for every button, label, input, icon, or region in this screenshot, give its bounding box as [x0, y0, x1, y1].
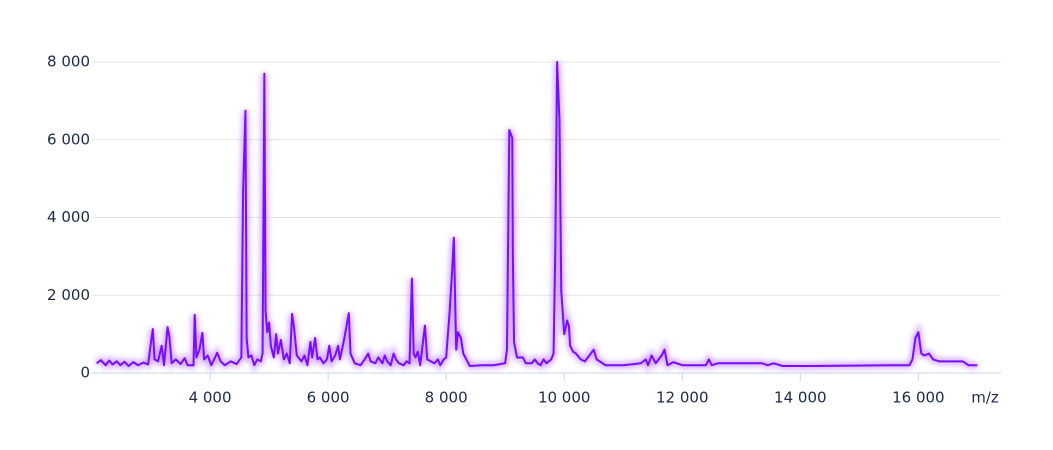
- x-tick-label: 16 000: [892, 389, 945, 407]
- x-tick-label: 6 000: [307, 389, 350, 407]
- x-tick-label: 12 000: [656, 389, 709, 407]
- y-tick-label: 4 000: [47, 208, 90, 226]
- y-tick-label: 8 000: [47, 53, 90, 71]
- y-tick-label: 6 000: [47, 130, 90, 148]
- x-axis-title: m/z: [971, 389, 999, 407]
- x-tick-label: 8 000: [425, 389, 468, 407]
- x-tick-label: 14 000: [774, 389, 827, 407]
- x-tick-label: 4 000: [189, 389, 232, 407]
- y-tick-label: 2 000: [47, 286, 90, 304]
- y-tick-label: 0: [80, 364, 90, 382]
- x-tick-label: 10 000: [538, 389, 591, 407]
- line: [96, 61, 978, 367]
- line-glow: [94, 61, 978, 374]
